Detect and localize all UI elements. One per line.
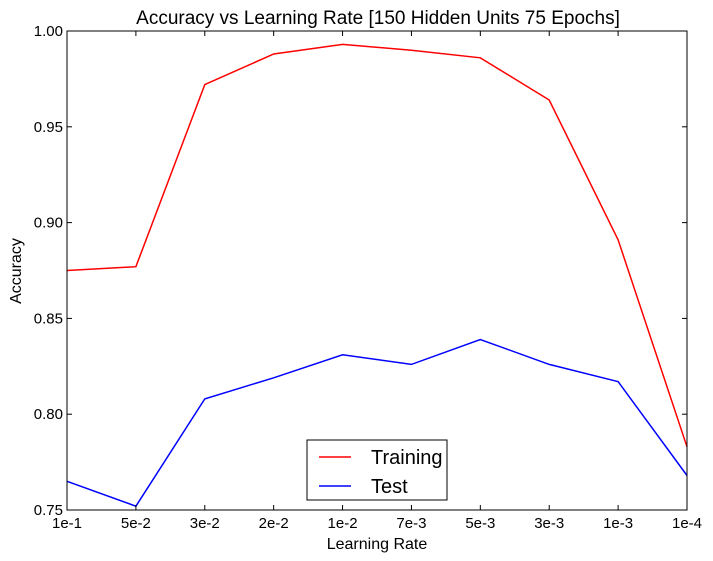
x-tick-label: 3e-3 — [534, 515, 564, 532]
x-tick-label: 1e-4 — [672, 515, 702, 532]
x-tick-label: 5e-2 — [121, 515, 151, 532]
x-tick-label: 1e-1 — [52, 515, 82, 532]
y-tick-label: 0.85 — [34, 310, 63, 327]
ticks-layer: 1e-1 5e-2 3e-2 2e-2 1e-2 7e-3 5e-3 3e-3 1e-3 1e-4… — [34, 23, 702, 532]
x-tick-label: 7e-3 — [396, 515, 426, 532]
x-tick-label: 2e-2 — [259, 515, 289, 532]
y-tick-label: 1.00 — [34, 23, 63, 40]
series-line-test — [66, 338, 688, 508]
y-tick-label: 0.80 — [34, 406, 63, 423]
x-tick-label: 5e-3 — [465, 515, 495, 532]
plot-frame — [66, 30, 688, 511]
x-tick-label: 1e-3 — [603, 515, 633, 532]
x-tick-label: 3e-2 — [190, 515, 220, 532]
legend-label-training: Training — [371, 447, 443, 469]
y-tick-label: 0.90 — [34, 215, 63, 232]
y-tick-label: 0.95 — [34, 119, 63, 136]
x-tick-label: 1e-2 — [328, 515, 358, 532]
chart-title: Accuracy vs Learning Rate [150 Hidden Un… — [136, 8, 620, 29]
series-layer — [66, 43, 688, 508]
y-tick-label: 0.75 — [34, 502, 63, 519]
x-axis-label: Learning Rate — [327, 536, 428, 553]
legend-label-test: Test — [371, 476, 408, 498]
y-axis-label: Accuracy — [8, 238, 25, 304]
series-line-training — [66, 43, 688, 448]
legend-frame — [306, 439, 448, 501]
legend: Training Test — [306, 439, 448, 501]
